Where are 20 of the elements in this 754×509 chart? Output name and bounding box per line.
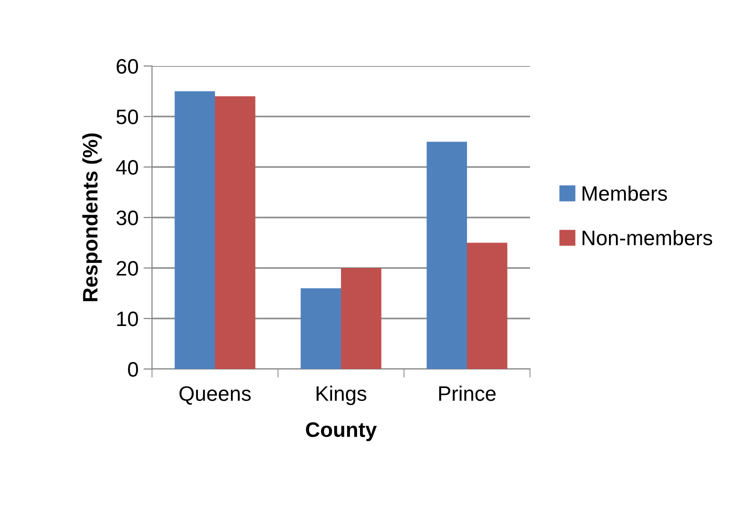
y-tick-label: 0 <box>128 362 138 377</box>
bar <box>426 142 467 369</box>
y-axis-title: Respondents (%) <box>82 133 102 302</box>
bar <box>174 91 215 369</box>
x-axis-title: County <box>306 422 377 442</box>
y-tick-label: 20 <box>116 261 138 276</box>
x-tick-label: Kings <box>316 386 366 406</box>
x-tick-label: Prince <box>439 386 496 401</box>
legend-label: Members <box>582 186 667 201</box>
y-tick-label: 50 <box>116 110 138 124</box>
bar <box>467 242 508 369</box>
y-tick-label: 40 <box>116 160 138 175</box>
legend-label: Non-members <box>582 230 712 246</box>
y-tick-label: 10 <box>117 312 138 326</box>
bar <box>341 268 382 369</box>
bar <box>300 288 341 369</box>
bar <box>215 96 256 369</box>
y-tick-label: 60 <box>116 59 138 74</box>
x-tick-label: Queens <box>180 386 251 405</box>
y-tick-label: 30 <box>116 210 138 226</box>
